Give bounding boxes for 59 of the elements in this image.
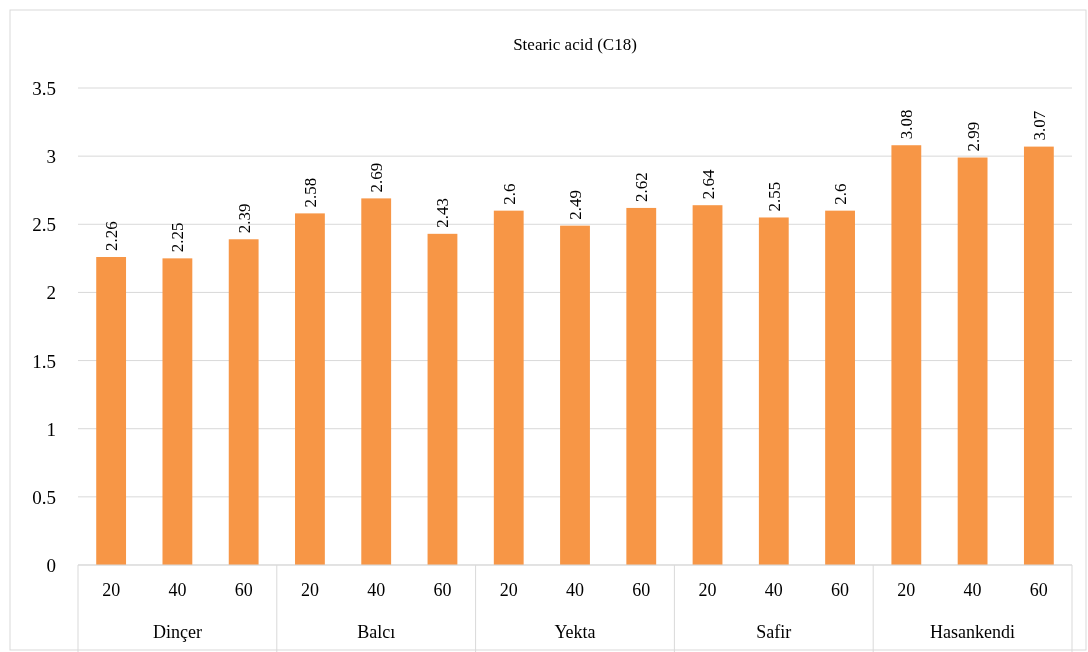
x-tick-label: 20 bbox=[300, 580, 319, 600]
data-label: 2.99 bbox=[963, 121, 983, 152]
bar bbox=[96, 256, 127, 565]
x-tick-label: 60 bbox=[831, 580, 850, 600]
data-label: 3.08 bbox=[897, 109, 917, 140]
x-tick-label: 60 bbox=[234, 580, 253, 600]
bar bbox=[957, 157, 988, 565]
bar bbox=[427, 233, 458, 565]
x-tick-label: 20 bbox=[897, 580, 916, 600]
x-tick-label: 20 bbox=[102, 580, 121, 600]
data-label: 2.43 bbox=[433, 198, 453, 228]
bar bbox=[825, 210, 855, 565]
text: Hasankendi bbox=[930, 622, 1016, 642]
data-label: 2.6 bbox=[499, 183, 519, 205]
bar bbox=[626, 207, 657, 565]
bar bbox=[560, 225, 590, 565]
data-label: 2.64 bbox=[698, 168, 718, 200]
x-tick-label: 60 bbox=[632, 580, 651, 600]
bar bbox=[228, 239, 259, 565]
data-label: 2.55 bbox=[764, 181, 784, 212]
y-tick-label: 3 bbox=[46, 146, 56, 168]
y-tick-label: 0.5 bbox=[32, 486, 56, 508]
text: Dinçer bbox=[152, 622, 202, 642]
data-label: 2.6 bbox=[831, 183, 851, 205]
bar bbox=[758, 217, 789, 565]
chart-title: Stearic acid (C18) bbox=[513, 35, 637, 54]
data-label: 2.39 bbox=[234, 203, 254, 234]
bar bbox=[1023, 146, 1054, 565]
bar bbox=[361, 198, 392, 565]
data-label: 2.58 bbox=[300, 177, 320, 208]
x-tick-label: 40 bbox=[566, 580, 584, 600]
y-tick-label: 3.5 bbox=[32, 78, 56, 99]
x-tick-label: 40 bbox=[168, 580, 187, 600]
bar bbox=[295, 213, 325, 565]
y-tick-label: 1.5 bbox=[32, 350, 56, 372]
data-label: 2.62 bbox=[632, 172, 652, 202]
data-label: 2.49 bbox=[566, 189, 585, 220]
bar bbox=[891, 145, 922, 565]
x-tick-label: 20 bbox=[499, 580, 518, 600]
y-tick-label: 2 bbox=[46, 282, 56, 304]
x-tick-label: 40 bbox=[367, 580, 386, 600]
x-tick-label: 60 bbox=[433, 580, 452, 600]
y-tick-label: 1 bbox=[46, 418, 56, 440]
x-tick-label: 40 bbox=[963, 580, 982, 600]
x-tick-label: 40 bbox=[764, 580, 783, 600]
bar bbox=[493, 210, 524, 565]
text: Balcı bbox=[357, 622, 396, 642]
y-tick-label: 0 bbox=[46, 555, 56, 576]
bar bbox=[162, 258, 193, 565]
data-label: 2.25 bbox=[168, 222, 188, 253]
x-tick-label: 20 bbox=[698, 580, 717, 600]
text: Safir bbox=[756, 622, 792, 642]
x-tick-label: 60 bbox=[1029, 580, 1048, 600]
data-label: 2.26 bbox=[102, 221, 122, 251]
data-label: 3.07 bbox=[1029, 110, 1049, 141]
text: Yekta bbox=[554, 622, 596, 642]
data-label: 2.69 bbox=[367, 162, 387, 193]
bar bbox=[692, 205, 723, 565]
y-tick-label: 2.5 bbox=[32, 214, 56, 236]
